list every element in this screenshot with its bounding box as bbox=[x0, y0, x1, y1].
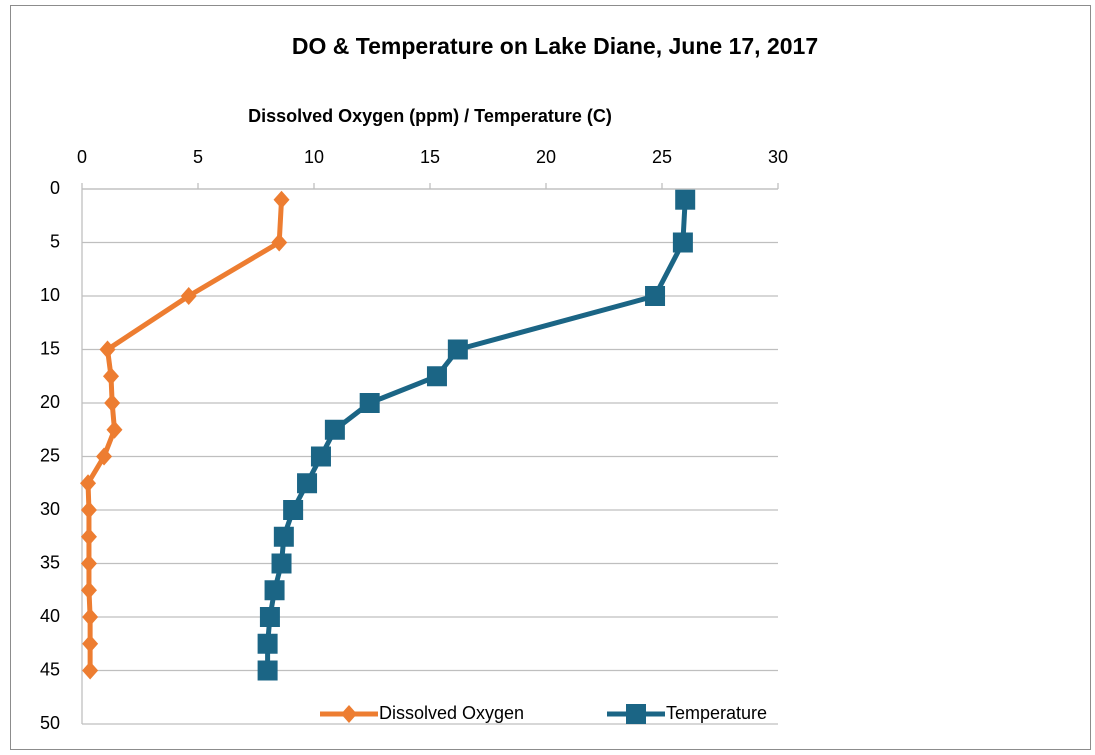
data-point bbox=[672, 232, 693, 253]
y-tick-label: 45 bbox=[40, 659, 60, 679]
x-tick-label: 0 bbox=[77, 147, 87, 167]
y-tick-label: 5 bbox=[50, 231, 60, 251]
y-tick-label: 10 bbox=[40, 285, 60, 305]
data-point bbox=[82, 608, 99, 626]
data-point bbox=[359, 393, 380, 413]
data-point bbox=[180, 287, 197, 305]
y-tick-label: 35 bbox=[40, 552, 60, 572]
data-point bbox=[271, 233, 288, 252]
data-point bbox=[80, 554, 97, 573]
y-tick-label: 25 bbox=[40, 445, 60, 465]
data-point bbox=[310, 446, 331, 467]
chart-border bbox=[10, 5, 1091, 750]
y-tick-label: 15 bbox=[40, 338, 60, 358]
data-point bbox=[273, 190, 290, 209]
legend-marker bbox=[341, 705, 357, 723]
x-tick-label: 15 bbox=[420, 147, 440, 167]
data-point bbox=[96, 447, 113, 466]
chart-title: DO & Temperature on Lake Diane, June 17,… bbox=[292, 33, 818, 59]
data-point bbox=[80, 581, 97, 600]
y-tick-label: 40 bbox=[40, 606, 60, 626]
data-point bbox=[82, 634, 99, 653]
x-tick-label: 10 bbox=[304, 147, 324, 167]
y-tick-label: 30 bbox=[40, 499, 60, 519]
data-point bbox=[103, 367, 119, 386]
data-point bbox=[104, 394, 121, 412]
series-line bbox=[85, 199, 285, 671]
series-line bbox=[265, 199, 688, 671]
data-point bbox=[271, 553, 292, 574]
legend-label: Temperature bbox=[666, 703, 767, 723]
data-point bbox=[426, 366, 447, 387]
data-point bbox=[675, 189, 696, 210]
data-point bbox=[297, 473, 318, 494]
data-point bbox=[264, 580, 285, 601]
x-tick-label: 20 bbox=[536, 147, 556, 167]
y-tick-label: 20 bbox=[40, 392, 60, 412]
x-tick-label: 25 bbox=[652, 147, 672, 167]
data-point bbox=[324, 419, 345, 440]
x-axis-title: Dissolved Oxygen (ppm) / Temperature (C) bbox=[248, 106, 612, 126]
data-point bbox=[283, 500, 304, 520]
x-tick-label: 5 bbox=[193, 147, 203, 167]
y-tick-label: 0 bbox=[50, 178, 60, 198]
data-point bbox=[257, 660, 278, 681]
data-point bbox=[80, 527, 97, 546]
data-point bbox=[80, 474, 97, 493]
data-point bbox=[99, 340, 116, 359]
y-tick-label: 50 bbox=[40, 713, 60, 733]
data-point bbox=[645, 286, 666, 306]
data-point bbox=[106, 420, 123, 439]
legend-label: Dissolved Oxygen bbox=[379, 703, 524, 723]
x-tick-label: 30 bbox=[768, 147, 788, 167]
data-point bbox=[80, 501, 97, 519]
data-point bbox=[259, 607, 280, 627]
data-point bbox=[273, 526, 294, 547]
data-point bbox=[82, 661, 99, 680]
data-point bbox=[447, 339, 468, 360]
data-point bbox=[257, 633, 278, 654]
legend-marker bbox=[626, 704, 646, 724]
